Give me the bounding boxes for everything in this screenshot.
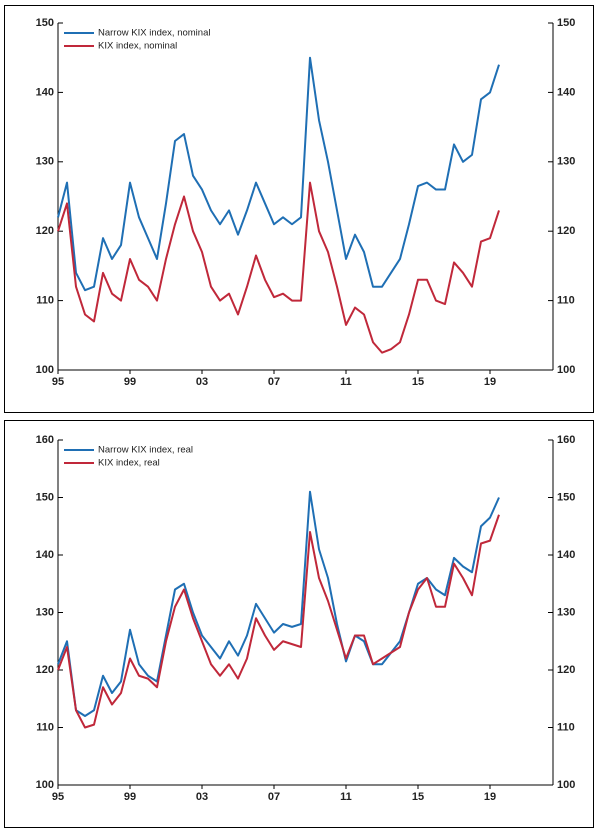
y-tick-label: 150 (36, 491, 54, 503)
x-tick-label: 19 (484, 376, 496, 388)
y-tick-label: 130 (36, 156, 54, 168)
y2-tick-label: 130 (557, 606, 575, 618)
y-tick-label: 140 (36, 549, 54, 561)
x-tick-label: 15 (412, 791, 424, 803)
y2-tick-label: 130 (557, 156, 575, 168)
y-tick-label: 110 (36, 295, 54, 307)
legend-label: Narrow KIX index, real (98, 445, 193, 456)
legend-label: KIX index, nominal (98, 41, 177, 52)
y2-tick-label: 140 (557, 549, 575, 561)
y-tick-label: 100 (36, 364, 54, 376)
y2-tick-label: 140 (557, 86, 575, 98)
x-tick-label: 11 (340, 376, 352, 388)
y2-tick-label: 150 (557, 491, 575, 503)
y-tick-label: 140 (36, 86, 54, 98)
x-tick-label: 07 (268, 376, 280, 388)
y2-tick-label: 100 (557, 364, 575, 376)
series-line (57, 514, 500, 729)
y-tick-label: 150 (36, 17, 54, 29)
y2-tick-label: 160 (557, 434, 575, 446)
panel-border (4, 5, 594, 413)
x-tick-label: 19 (484, 791, 496, 803)
legend-label: Narrow KIX index, nominal (98, 28, 210, 39)
x-tick-label: 07 (268, 791, 280, 803)
y-tick-label: 100 (36, 779, 54, 791)
x-tick-label: 11 (340, 791, 352, 803)
y2-tick-label: 120 (557, 664, 575, 676)
y2-tick-label: 110 (557, 721, 575, 733)
y2-tick-label: 120 (557, 225, 575, 237)
y-tick-label: 120 (36, 225, 54, 237)
y2-tick-label: 150 (557, 17, 575, 29)
panel-border (4, 420, 594, 828)
legend-label: KIX index, real (98, 458, 160, 469)
y-tick-label: 120 (36, 664, 54, 676)
x-tick-label: 95 (52, 376, 64, 388)
series-line (57, 56, 500, 292)
y-tick-label: 130 (36, 606, 54, 618)
y2-tick-label: 100 (557, 779, 575, 791)
x-tick-label: 99 (124, 791, 136, 803)
x-tick-label: 03 (196, 791, 208, 803)
y-tick-label: 110 (36, 721, 54, 733)
y-tick-label: 160 (36, 434, 54, 446)
y2-tick-label: 110 (557, 295, 575, 307)
x-tick-label: 03 (196, 376, 208, 388)
x-tick-label: 95 (52, 791, 64, 803)
x-tick-label: 99 (124, 376, 136, 388)
x-tick-label: 15 (412, 376, 424, 388)
series-line (57, 181, 500, 354)
